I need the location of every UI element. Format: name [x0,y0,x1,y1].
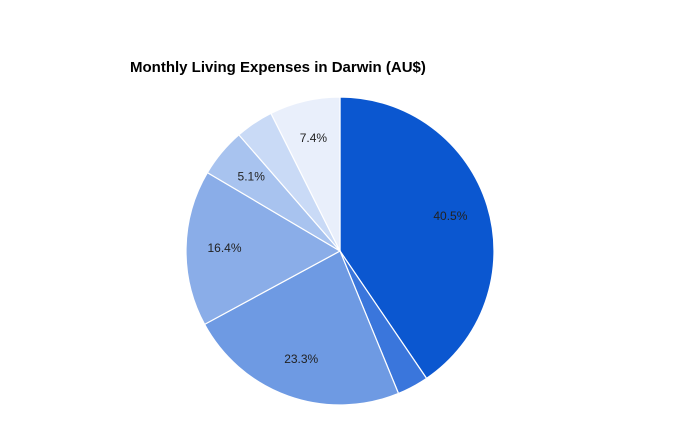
pie-slice [339,96,495,380]
data-label: 16.4% [208,241,242,255]
pie-slice [270,96,341,252]
chart-title: Monthly Living Expenses in Darwin (AU$) [130,59,426,76]
pie-slice [185,171,342,326]
data-label: 7.4% [300,131,328,145]
data-label: 5.1% [238,169,266,183]
data-label: 23.3% [284,352,318,366]
data-label: 40.5% [433,209,467,223]
pie-slice [203,250,400,406]
